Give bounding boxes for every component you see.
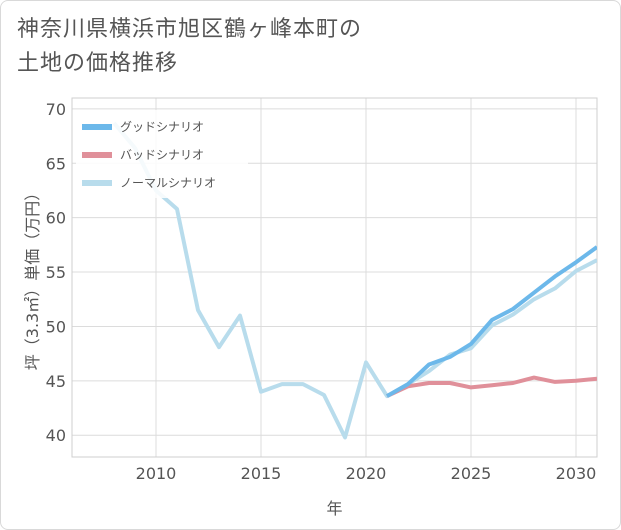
chart-title-line-2: 土地の価格推移	[17, 51, 179, 76]
y-tick-label: 65	[46, 154, 66, 173]
y-tick-label: 55	[46, 263, 66, 282]
series-line-2	[112, 121, 597, 440]
series-line-0	[386, 245, 597, 398]
y-tick-label: 40	[46, 426, 66, 445]
y-tick-label: 45	[46, 372, 66, 391]
plot-area	[71, 97, 598, 458]
chart-title-line-1: 神奈川県横浜市旭区鶴ヶ峰本町の	[17, 17, 363, 42]
x-axis-label: 年	[326, 499, 342, 518]
series-line-1	[386, 375, 597, 398]
axes: 2010 2015 2020 2025 2030 40 45 50 55 60 65 70	[46, 97, 598, 483]
x-tick-label: 2015	[241, 464, 282, 483]
y-axis-label: 坪（3.3㎡）単価（万円）	[23, 185, 42, 370]
y-tick-label: 50	[46, 317, 66, 336]
series-lines	[112, 121, 597, 440]
chart-title: 神奈川県横浜市旭区鶴ヶ峰本町の 土地の価格推移	[17, 13, 362, 81]
x-tick-label: 2010	[136, 464, 177, 483]
legend-entry: グッドシナリオ	[120, 120, 204, 134]
x-tick-label: 2030	[556, 464, 597, 483]
y-tick-label: 70	[46, 100, 66, 119]
legend-entry: バッドシナリオ	[120, 148, 204, 162]
grid	[72, 98, 597, 457]
legend-entry: ノーマルシナリオ	[120, 176, 216, 190]
x-tick-label: 2025	[451, 464, 492, 483]
y-tick-label: 60	[46, 209, 66, 228]
x-tick-label: 2020	[346, 464, 387, 483]
